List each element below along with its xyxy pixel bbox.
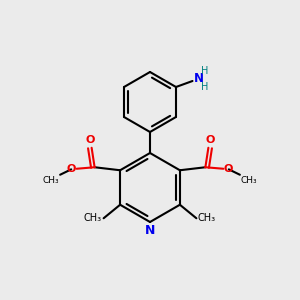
- Text: O: O: [224, 164, 233, 174]
- Text: CH₃: CH₃: [84, 213, 102, 223]
- Text: CH₃: CH₃: [241, 176, 257, 185]
- Text: N: N: [145, 224, 155, 237]
- Text: H: H: [201, 66, 208, 76]
- Text: CH₃: CH₃: [198, 213, 216, 223]
- Text: CH₃: CH₃: [43, 176, 59, 185]
- Text: O: O: [85, 135, 95, 145]
- Text: N: N: [194, 72, 204, 85]
- Text: O: O: [67, 164, 76, 174]
- Text: O: O: [205, 135, 214, 145]
- Text: H: H: [201, 82, 208, 92]
